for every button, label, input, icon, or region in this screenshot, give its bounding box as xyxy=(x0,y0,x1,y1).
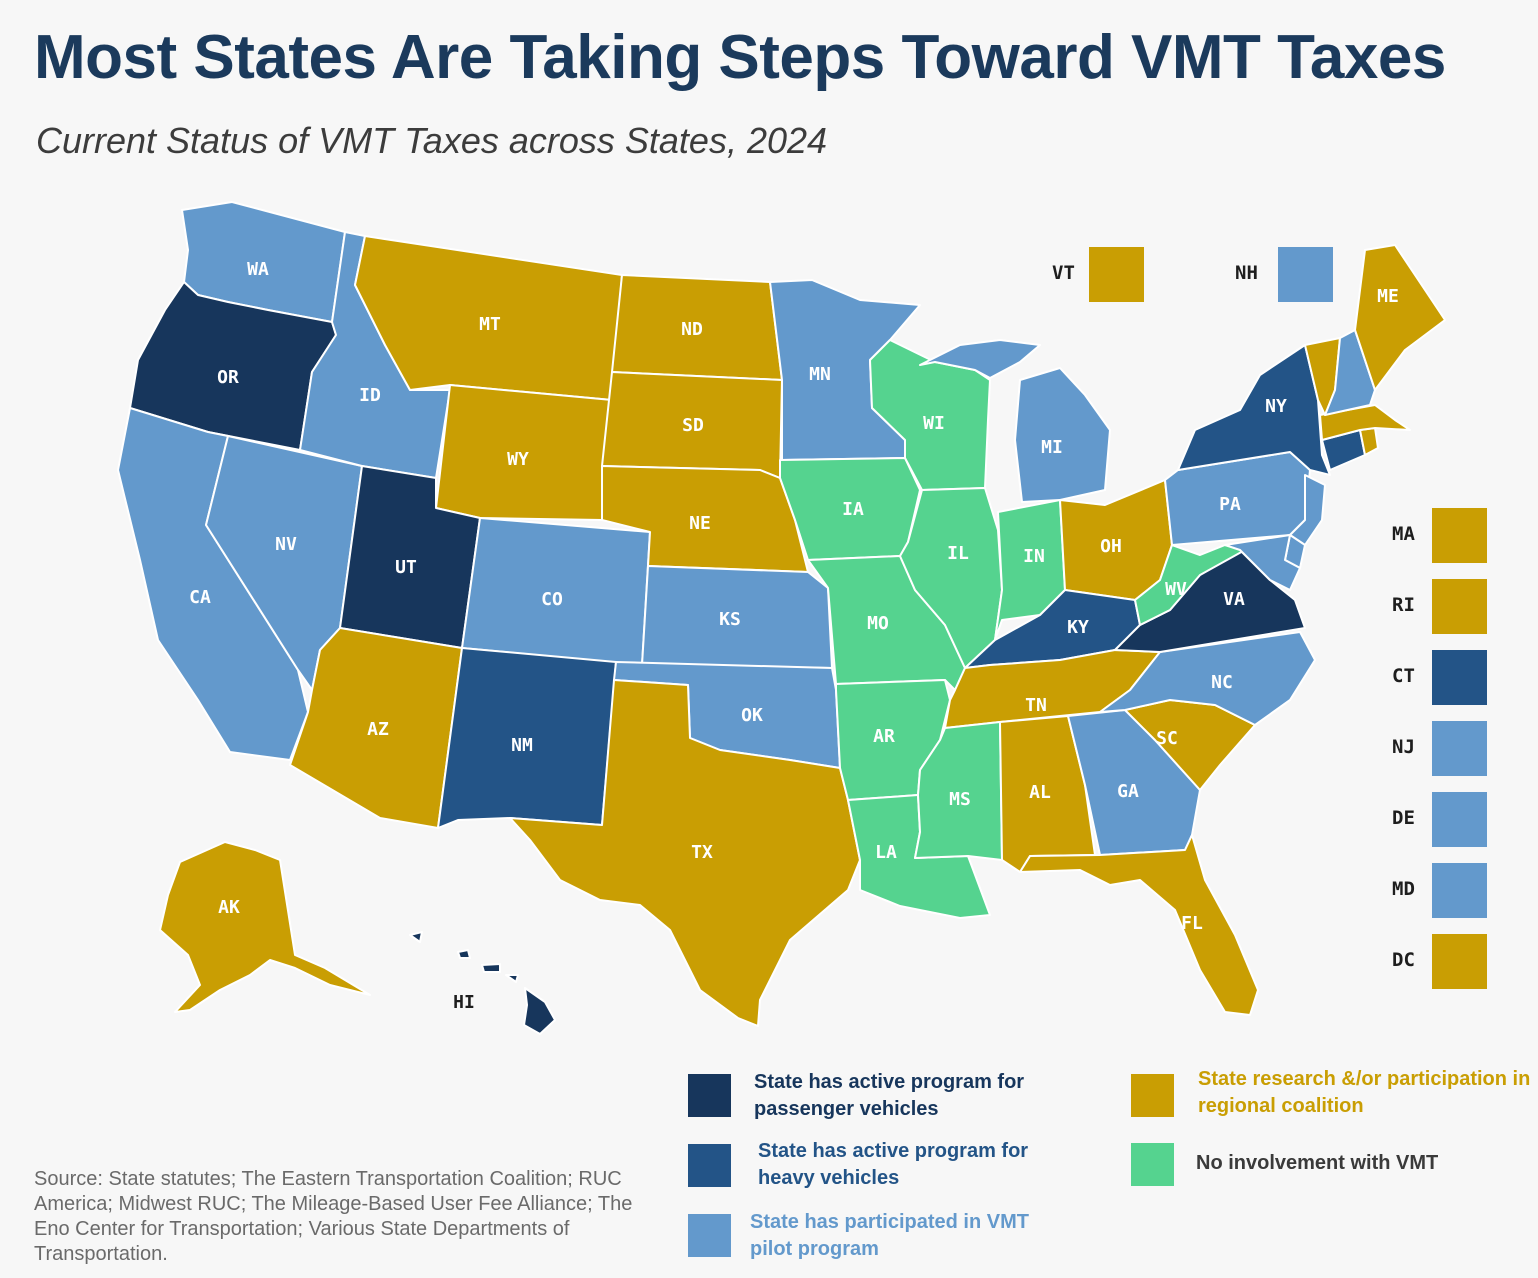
state-AK[interactable] xyxy=(159,841,371,1013)
legend-swatch-pilot xyxy=(688,1214,731,1257)
legend-label-pilot: State has participated in VMT pilot prog… xyxy=(750,1211,1029,1260)
callout-swatch-MD[interactable] xyxy=(1432,863,1487,918)
label-NE: NE xyxy=(689,513,711,534)
label-GA: GA xyxy=(1117,781,1139,802)
legend-label-passenger: State has active program for passenger v… xyxy=(754,1071,1025,1120)
map-title: Most States Are Taking Steps Toward VMT … xyxy=(34,23,1446,92)
legend-swatch-none xyxy=(1131,1143,1174,1186)
callout-swatch-DE[interactable] xyxy=(1432,792,1487,847)
label-FL: FL xyxy=(1181,913,1203,934)
callout-swatch-NJ[interactable] xyxy=(1432,721,1487,776)
state-WY[interactable] xyxy=(435,384,613,521)
legend-swatch-research xyxy=(1131,1074,1174,1117)
label-KY: KY xyxy=(1067,617,1089,638)
label-ID: ID xyxy=(359,385,381,406)
label-IL: IL xyxy=(947,543,969,564)
state-KS[interactable] xyxy=(641,565,833,669)
legend-label-research: State research &/or participation in reg… xyxy=(1198,1068,1531,1117)
state-WI[interactable] xyxy=(869,339,991,491)
map-subtitle: Current Status of VMT Taxes across State… xyxy=(36,120,828,161)
label-WY: WY xyxy=(507,449,529,470)
legend-label-none: No involvement with VMT xyxy=(1196,1152,1439,1174)
label-OK: OK xyxy=(741,705,763,726)
label-HI: HI xyxy=(453,992,475,1013)
label-KS: KS xyxy=(719,609,741,630)
callout-label-RI: RI xyxy=(1392,594,1415,616)
callout-label-DC: DC xyxy=(1392,949,1415,971)
callout-label-MA: MA xyxy=(1392,523,1415,545)
state-MA[interactable] xyxy=(1319,404,1411,441)
label-LA: LA xyxy=(875,842,897,863)
label-SC: SC xyxy=(1156,728,1178,749)
state-MD[interactable] xyxy=(1224,534,1301,591)
legend-swatch-passenger xyxy=(688,1074,731,1117)
state-HI[interactable] xyxy=(409,931,556,1035)
callout-swatch-MA[interactable] xyxy=(1432,508,1487,563)
label-NC: NC xyxy=(1211,672,1233,693)
label-OH: OH xyxy=(1100,536,1122,557)
callout-label-NJ: NJ xyxy=(1392,736,1415,758)
label-TN: TN xyxy=(1025,695,1047,716)
label-IA: IA xyxy=(842,499,864,520)
label-ME: ME xyxy=(1377,286,1399,307)
callout-label-VT: VT xyxy=(1052,262,1075,284)
callout-swatch-DC[interactable] xyxy=(1432,934,1487,989)
label-VA: VA xyxy=(1223,589,1245,610)
label-IN: IN xyxy=(1023,546,1045,567)
callout-swatch-NH[interactable] xyxy=(1278,247,1333,302)
label-OR: OR xyxy=(217,367,239,388)
callout-swatch-RI[interactable] xyxy=(1432,579,1487,634)
label-NM: NM xyxy=(511,735,533,756)
legend-label-heavy: State has active program for heavy vehic… xyxy=(758,1140,1029,1189)
state-ME[interactable] xyxy=(1354,244,1446,391)
state-TX[interactable] xyxy=(509,679,861,1027)
label-MI: MI xyxy=(1041,437,1063,458)
label-AR: AR xyxy=(873,726,895,747)
state-NC[interactable] xyxy=(1099,631,1316,726)
source-note: Source: State statutes; The Eastern Tran… xyxy=(34,1168,633,1265)
label-CO: CO xyxy=(541,589,563,610)
label-AK: AK xyxy=(218,897,240,918)
callout-label-NH: NH xyxy=(1235,262,1258,284)
label-PA: PA xyxy=(1219,494,1241,515)
label-MS: MS xyxy=(949,789,971,810)
label-MO: MO xyxy=(867,613,889,634)
state-NY[interactable] xyxy=(1177,344,1331,476)
legend-swatch-heavy xyxy=(688,1144,731,1187)
label-MN: MN xyxy=(809,364,831,385)
callout-swatch-CT[interactable] xyxy=(1432,650,1487,705)
label-WI: WI xyxy=(923,413,945,434)
label-SD: SD xyxy=(682,415,704,436)
label-CA: CA xyxy=(189,587,211,608)
label-ND: ND xyxy=(681,319,703,340)
label-AZ: AZ xyxy=(367,719,389,740)
callout-swatch-VT[interactable] xyxy=(1089,247,1144,302)
label-MT: MT xyxy=(479,314,501,335)
label-NY: NY xyxy=(1265,396,1287,417)
label-WA: WA xyxy=(247,259,269,280)
state-FL[interactable] xyxy=(1019,834,1259,1016)
state-MI[interactable] xyxy=(919,339,1111,503)
label-UT: UT xyxy=(395,557,417,578)
callout-label-DE: DE xyxy=(1392,807,1415,829)
callout-label-MD: MD xyxy=(1392,878,1415,900)
label-WV: WV xyxy=(1165,579,1187,600)
label-AL: AL xyxy=(1029,782,1051,803)
callout-label-CT: CT xyxy=(1392,665,1415,687)
label-TX: TX xyxy=(691,842,713,863)
label-NV: NV xyxy=(275,534,297,555)
